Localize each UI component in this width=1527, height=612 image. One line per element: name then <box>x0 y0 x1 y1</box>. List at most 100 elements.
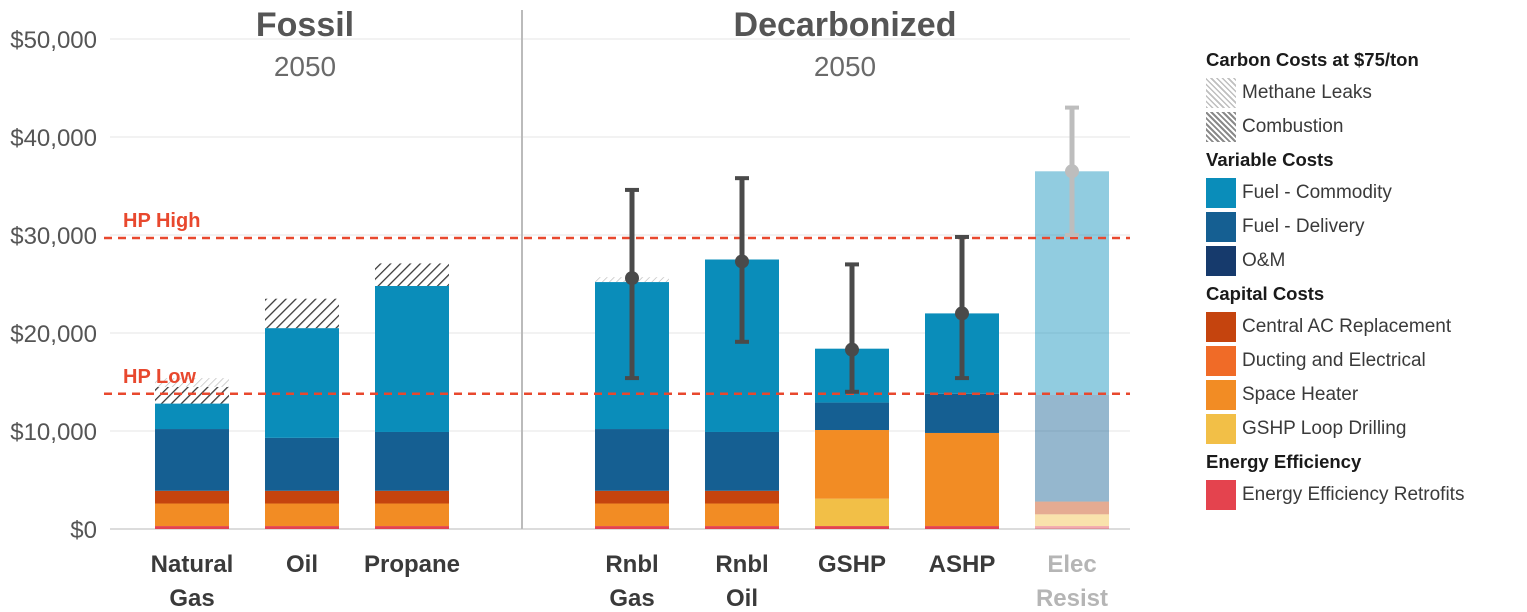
bar-segment-ee <box>595 526 669 529</box>
bar-segment-fd <box>1035 394 1109 502</box>
bar-segment-ac <box>155 490 229 504</box>
y-tick-label: $40,000 <box>10 125 97 152</box>
x-category-label: Rnbl <box>605 551 658 578</box>
bar-segment-sh <box>705 503 779 527</box>
legend-swatch-de <box>1206 346 1236 376</box>
legend-swatch-co <box>1206 112 1236 142</box>
bar-segment-co <box>265 298 339 329</box>
legend-swatch-ml <box>1206 78 1236 108</box>
bar-segment-fc <box>265 328 339 438</box>
legend-section-title: Energy Efficiency <box>1206 451 1362 472</box>
x-category-label: Rnbl <box>715 551 768 578</box>
legend-label: Methane Leaks <box>1242 82 1372 103</box>
error-point <box>625 271 639 286</box>
bar-segment-fc <box>375 285 449 432</box>
legend-swatch-fd <box>1206 212 1236 242</box>
reference-line-label: HP High <box>123 210 200 232</box>
bar-segment-gl <box>815 498 889 527</box>
y-tick-label: $0 <box>70 517 97 544</box>
bar-segment-ac <box>595 490 669 504</box>
bar-segment-ee <box>1035 526 1109 529</box>
bar-segment-fd <box>705 431 779 491</box>
y-tick-label: $50,000 <box>10 27 97 54</box>
legend-label: GSHP Loop Drilling <box>1242 418 1407 439</box>
legend-label: Space Heater <box>1242 384 1359 405</box>
legend-swatch-fc <box>1206 178 1236 208</box>
bar-segment-sh <box>925 432 999 527</box>
legend-item: GSHP Loop Drilling <box>1206 412 1521 446</box>
legend-item: O&M <box>1206 244 1521 278</box>
y-tick-label: $10,000 <box>10 419 97 446</box>
legend-swatch-gl <box>1206 414 1236 444</box>
x-category-label: Natural <box>151 551 234 578</box>
x-category-label: Gas <box>609 585 654 612</box>
group-subtitle: 2050 <box>814 51 876 82</box>
bar-segment-ac <box>1035 501 1109 515</box>
chart-legend: Carbon Costs at $75/ton Methane Leaks Comb… <box>1206 44 1521 512</box>
legend-section-title: Carbon Costs at $75/ton <box>1206 49 1419 70</box>
reference-line-label: HP Low <box>123 366 196 388</box>
legend-item: Space Heater <box>1206 378 1521 412</box>
legend-label: O&M <box>1242 250 1286 271</box>
bar-segment-sh <box>155 503 229 527</box>
x-category-label: ASHP <box>929 551 996 578</box>
bar-segment-ee <box>815 526 889 529</box>
legend-item: Methane Leaks <box>1206 76 1521 110</box>
legend-item: Energy Efficiency Retrofits <box>1206 478 1521 512</box>
error-point <box>735 254 749 269</box>
bar-segment-ee <box>705 526 779 529</box>
cost-chart: $50,000 $40,000 $30,000 $20,000 $10,000 $0 Fos… <box>10 6 1130 612</box>
bar-segment-ee <box>155 526 229 529</box>
group-title: Fossil <box>256 6 354 44</box>
bar-segment-ee <box>925 526 999 529</box>
x-category-label: Resist <box>1036 585 1108 612</box>
legend-item: Central AC Replacement <box>1206 310 1521 344</box>
legend-item: Ducting and Electrical <box>1206 344 1521 378</box>
x-category-label: GSHP <box>818 551 886 578</box>
bar-segment-ml <box>155 378 229 387</box>
bar-segment-ac <box>375 490 449 504</box>
bar-segment-fc <box>155 403 229 430</box>
legend-label: Combustion <box>1242 116 1344 137</box>
error-point <box>1065 164 1079 179</box>
y-tick-label: $30,000 <box>10 223 97 250</box>
x-category-label: Elec <box>1047 551 1096 578</box>
group-title: Decarbonized <box>734 6 957 44</box>
bar-segment-ac <box>265 490 339 504</box>
bar-segment-co <box>155 386 229 404</box>
bar-segment-gl <box>1035 514 1109 527</box>
legend-swatch-ac <box>1206 312 1236 342</box>
legend-swatch-om <box>1206 246 1236 276</box>
bar-segment-ee <box>375 526 449 529</box>
x-category-label: Gas <box>169 585 214 612</box>
legend-label: Fuel - Delivery <box>1242 216 1365 237</box>
bar-segment-sh <box>375 503 449 527</box>
legend-item: Combustion <box>1206 110 1521 144</box>
legend-swatch-sh <box>1206 380 1236 410</box>
bar-segment-fd <box>815 402 889 431</box>
bar-segment-fd <box>595 429 669 491</box>
bar-segment-co <box>375 263 449 286</box>
x-category-label: Oil <box>286 551 318 578</box>
legend-label: Central AC Replacement <box>1242 316 1452 337</box>
y-tick-label: $20,000 <box>10 321 97 348</box>
legend-section-title: Capital Costs <box>1206 283 1325 304</box>
bar-segment-fd <box>155 429 229 491</box>
legend-section-title: Variable Costs <box>1206 149 1334 170</box>
legend-label: Energy Efficiency Retrofits <box>1242 484 1465 505</box>
group-subtitle: 2050 <box>274 51 336 82</box>
legend-item: Fuel - Delivery <box>1206 210 1521 244</box>
bar-segment-sh <box>265 503 339 527</box>
bar-segment-fd <box>265 437 339 491</box>
legend-label: Fuel - Commodity <box>1242 182 1392 203</box>
x-category-label: Propane <box>364 551 460 578</box>
legend-item: Fuel - Commodity <box>1206 176 1521 210</box>
bar-segment-sh <box>815 430 889 499</box>
bar-segment-fd <box>925 393 999 433</box>
error-point <box>955 306 969 321</box>
bar-segment-fd <box>375 431 449 491</box>
bar-segment-ac <box>705 490 779 504</box>
legend-swatch-ee <box>1206 480 1236 510</box>
error-point <box>845 342 859 357</box>
bar-segment-ee <box>265 526 339 529</box>
